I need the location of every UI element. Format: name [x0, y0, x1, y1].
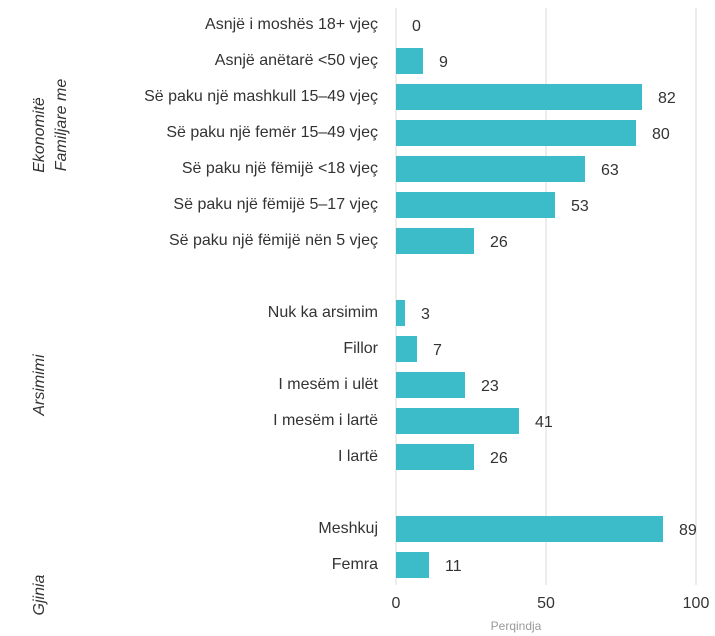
y-tick-label: Femra: [332, 556, 378, 573]
y-tick-label: Së paku një mashkull 15–49 vjeç: [144, 88, 378, 105]
bar: [396, 336, 417, 362]
bar: [396, 444, 474, 470]
y-tick-label: Fillor: [343, 340, 378, 357]
y-tick-label: Meshkuj: [318, 520, 378, 537]
group-label: Ekonomitë: [31, 97, 48, 173]
data-label: 3: [421, 306, 430, 323]
y-tick-label: Asnjë i moshës 18+ vjeç: [205, 16, 378, 33]
data-label: 23: [481, 378, 499, 395]
data-label: 7: [433, 342, 442, 359]
x-tick-label: 50: [537, 595, 555, 612]
data-label: 9: [439, 54, 448, 71]
data-label: 0: [412, 18, 421, 35]
bar: [396, 192, 555, 218]
y-tick-label: Së paku një fëmijë 5–17 vjeç: [173, 196, 378, 213]
data-label: 82: [658, 90, 676, 107]
y-tick-label: I lartë: [338, 448, 378, 465]
y-tick-label: Së paku një fëmijë nën 5 vjeç: [169, 232, 378, 249]
group-label: Arsimimi: [31, 354, 48, 417]
bar: [396, 408, 519, 434]
x-tick-label: 100: [683, 595, 710, 612]
bar: [396, 372, 465, 398]
group-label: Gjinia: [31, 574, 48, 615]
data-label: 11: [445, 558, 462, 575]
y-tick-label: Së paku një fëmijë <18 vjeç: [182, 160, 378, 177]
y-tick-label: Së paku një femër 15–49 vjeç: [166, 124, 378, 141]
x-axis-title: Perqindja: [491, 619, 542, 633]
bar: [396, 48, 423, 74]
bar: [396, 84, 642, 110]
bar: [396, 516, 663, 542]
y-tick-label: I mesëm i lartë: [273, 412, 378, 429]
data-label: 26: [490, 450, 508, 467]
data-label: 80: [652, 126, 670, 143]
data-label: 89: [679, 522, 697, 539]
group-label: Familjare me: [53, 79, 70, 172]
data-label: 41: [535, 414, 553, 431]
data-label: 53: [571, 198, 589, 215]
y-tick-label: I mesëm i ulët: [278, 376, 378, 393]
bar: [396, 156, 585, 182]
y-tick-label: Asnjë anëtarë <50 vjeç: [215, 52, 378, 69]
y-tick-label: Nuk ka arsimim: [268, 304, 378, 321]
bar: [396, 120, 636, 146]
data-label: 26: [490, 234, 508, 251]
data-label: 63: [601, 162, 619, 179]
bar: [396, 300, 405, 326]
bar: [396, 228, 474, 254]
x-tick-label: 0: [392, 595, 401, 612]
bar: [396, 552, 429, 578]
